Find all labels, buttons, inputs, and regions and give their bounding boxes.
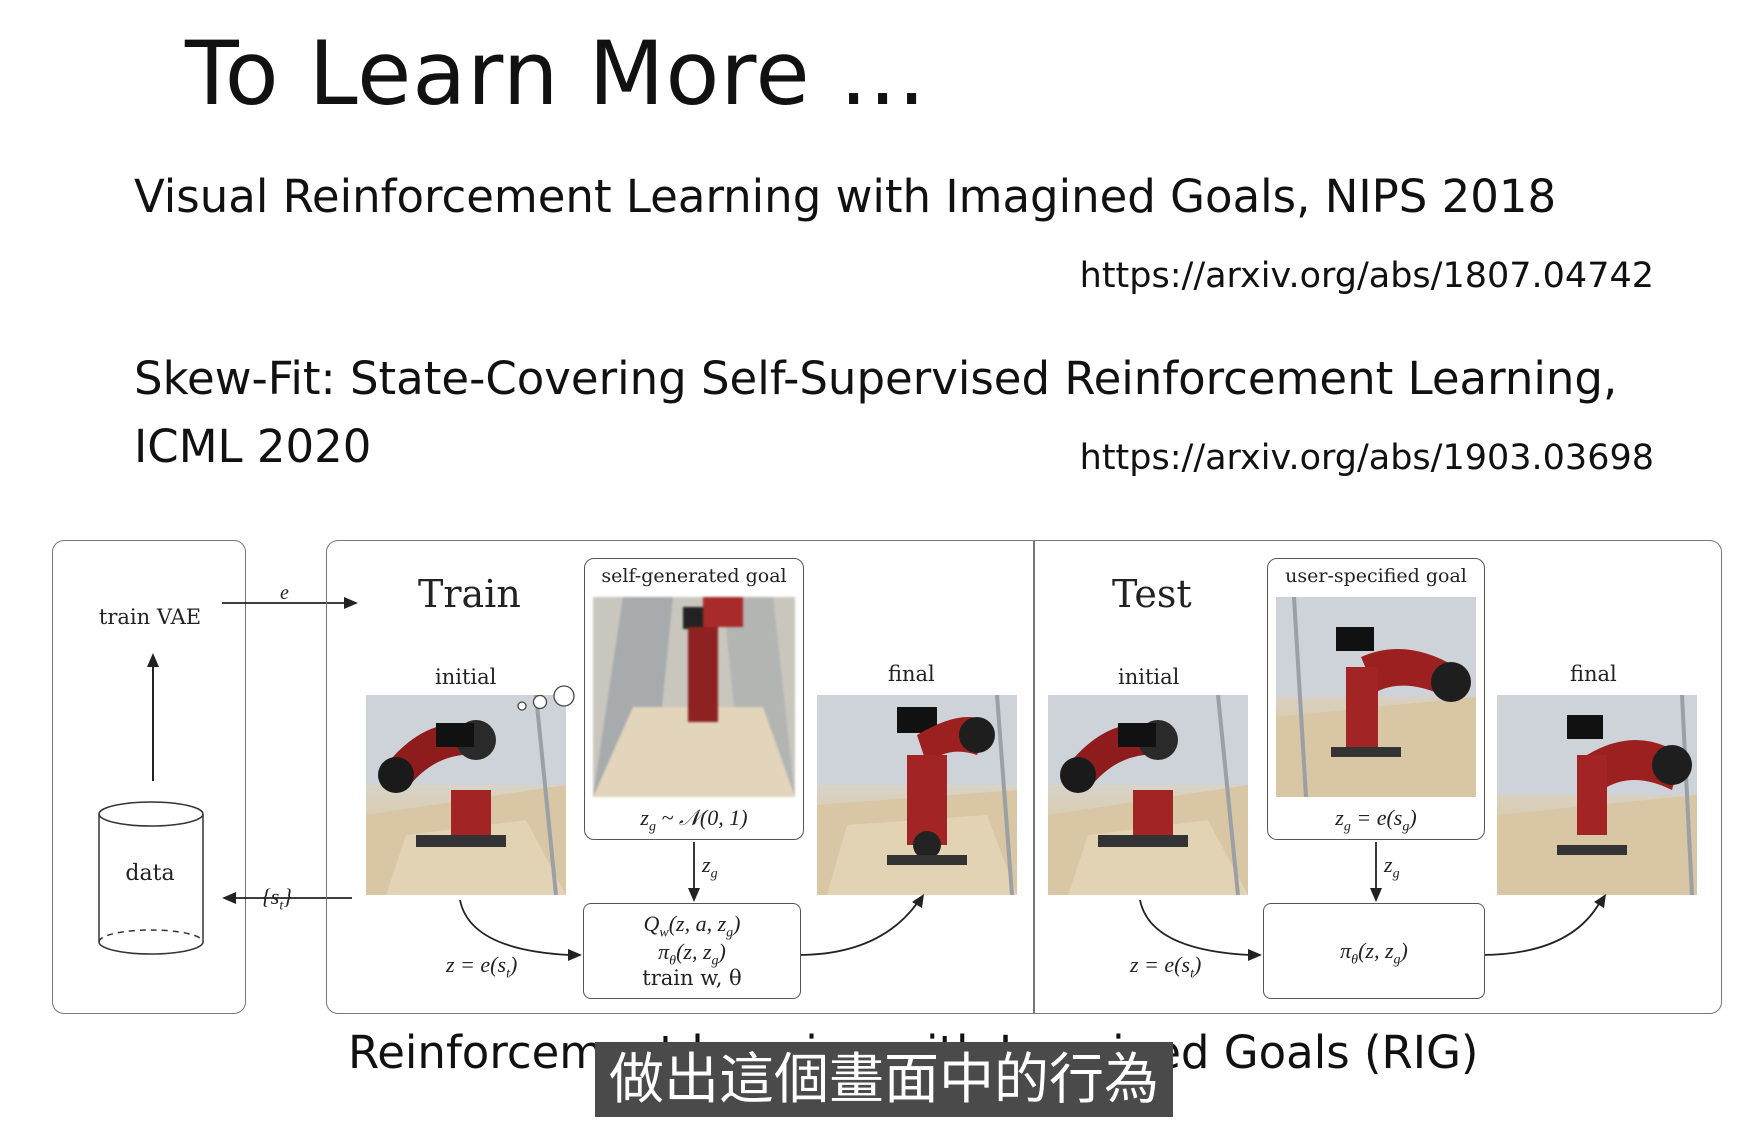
state-set-label: {st} — [262, 884, 293, 914]
panel-connectors — [222, 597, 358, 904]
test-encoding-label: z = e(st) — [1130, 952, 1202, 982]
train-initial-label: initial — [435, 665, 497, 689]
reference-2-title-line1: Skew-Fit: State-Covering Self-Supervised… — [134, 352, 1618, 405]
train-vae-label: train VAE — [98, 605, 202, 629]
user-specified-goal-label: user-specified goal — [1285, 565, 1467, 587]
thought-bubble-icon — [517, 685, 575, 711]
reference-2-url[interactable]: https://arxiv.org/abs/1903.03698 — [1079, 438, 1654, 478]
data-label: data — [125, 861, 175, 886]
self-generated-goal-label: self-generated goal — [601, 565, 787, 587]
test-initial-image — [1048, 695, 1248, 895]
vae-panel: train VAE data — [52, 540, 246, 1014]
user-specified-goal-box: user-specified goal zg = e(sg) — [1267, 558, 1485, 840]
user-specified-goal-image — [1276, 597, 1476, 797]
train-zg-label: zg — [702, 852, 718, 882]
reference-1-url[interactable]: https://arxiv.org/abs/1807.04742 — [1079, 256, 1654, 296]
test-algorithm-box: πθ(z, zg) — [1263, 903, 1485, 999]
train-goal-formula: zg ~ 𝒩(0, 1) — [640, 805, 748, 835]
vae-up-arrow — [147, 653, 159, 781]
video-subtitle: 做出這個畫面中的行為 — [595, 1042, 1174, 1117]
train-test-divider — [1033, 541, 1035, 1013]
train-final-image — [817, 695, 1017, 895]
slide-title: To Learn More ... — [185, 22, 927, 125]
train-heading: Train — [418, 572, 521, 616]
q-function-label: Qw(z, a, zg) — [643, 911, 741, 941]
reference-2-title-line2: ICML 2020 — [134, 420, 372, 473]
encoder-e-label: e — [280, 582, 289, 604]
test-heading: Test — [1112, 572, 1192, 616]
test-initial-label: initial — [1118, 665, 1180, 689]
reference-1-title: Visual Reinforcement Learning with Imagi… — [134, 170, 1557, 223]
test-policy-label: πθ(z, zg) — [1340, 938, 1408, 968]
test-final-label: final — [1570, 662, 1617, 686]
train-final-label: final — [888, 662, 935, 686]
test-final-image — [1497, 695, 1697, 895]
train-test-panel — [326, 540, 1722, 1014]
train-algorithm-box: Qw(z, a, zg) πθ(z, zg) train w, θ — [583, 903, 801, 999]
train-params-label: train w, θ — [642, 966, 742, 990]
test-zg-label: zg — [1384, 852, 1400, 882]
train-encoding-label: z = e(st) — [446, 952, 518, 982]
test-flow-arrows — [1139, 842, 1606, 961]
rig-figure: train VAE data e {st} Train initial — [0, 530, 1746, 1020]
test-goal-formula: zg = e(sg) — [1335, 805, 1417, 835]
self-generated-goal-image — [593, 597, 795, 797]
self-generated-goal-box: self-generated goal zg ~ 𝒩(0, 1) — [584, 558, 804, 840]
data-cylinder-icon — [98, 801, 204, 955]
policy-label: πθ(z, zg) — [658, 939, 726, 969]
train-flow-arrows — [459, 842, 924, 961]
train-initial-image — [366, 695, 566, 895]
